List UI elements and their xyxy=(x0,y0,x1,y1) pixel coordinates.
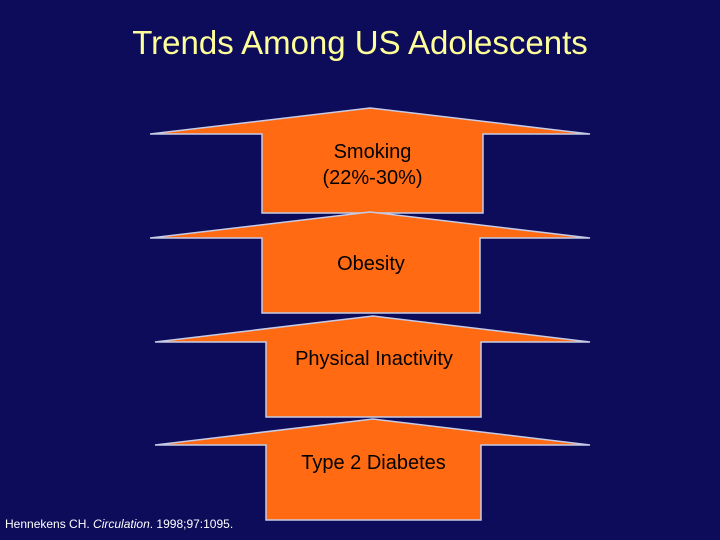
smoking-percent-text: (22%-30%) xyxy=(322,167,423,189)
arrow-smoking-shape xyxy=(149,107,591,214)
citation-journal: Circulation xyxy=(93,517,150,531)
citation-author: Hennekens CH. xyxy=(5,517,94,531)
smoking-text: Smoking xyxy=(333,141,412,163)
arrow-physical-inactivity-label: Physical Inactivity xyxy=(262,346,486,372)
arrow-smoking-label: Smoking (22%-30%) xyxy=(262,139,483,191)
citation-details: . 1998;97:1095. xyxy=(149,517,234,531)
arrow-type2-diabetes-shape xyxy=(154,418,591,521)
arrow-physical-inactivity-shape xyxy=(154,315,591,418)
arrow-obesity-label: Obesity xyxy=(262,251,480,277)
type2-diabetes-text: Type 2 Diabetes xyxy=(301,452,446,474)
citation: Hennekens CH. Circulation. 1998;97:1095. xyxy=(5,517,233,531)
arrow-type2-diabetes-label: Type 2 Diabetes xyxy=(266,450,481,476)
arrow-obesity-shape xyxy=(149,211,591,314)
physical-inactivity-text: Physical Inactivity xyxy=(295,348,453,370)
slide-title: Trends Among US Adolescents xyxy=(132,24,588,61)
obesity-text: Obesity xyxy=(337,253,405,275)
